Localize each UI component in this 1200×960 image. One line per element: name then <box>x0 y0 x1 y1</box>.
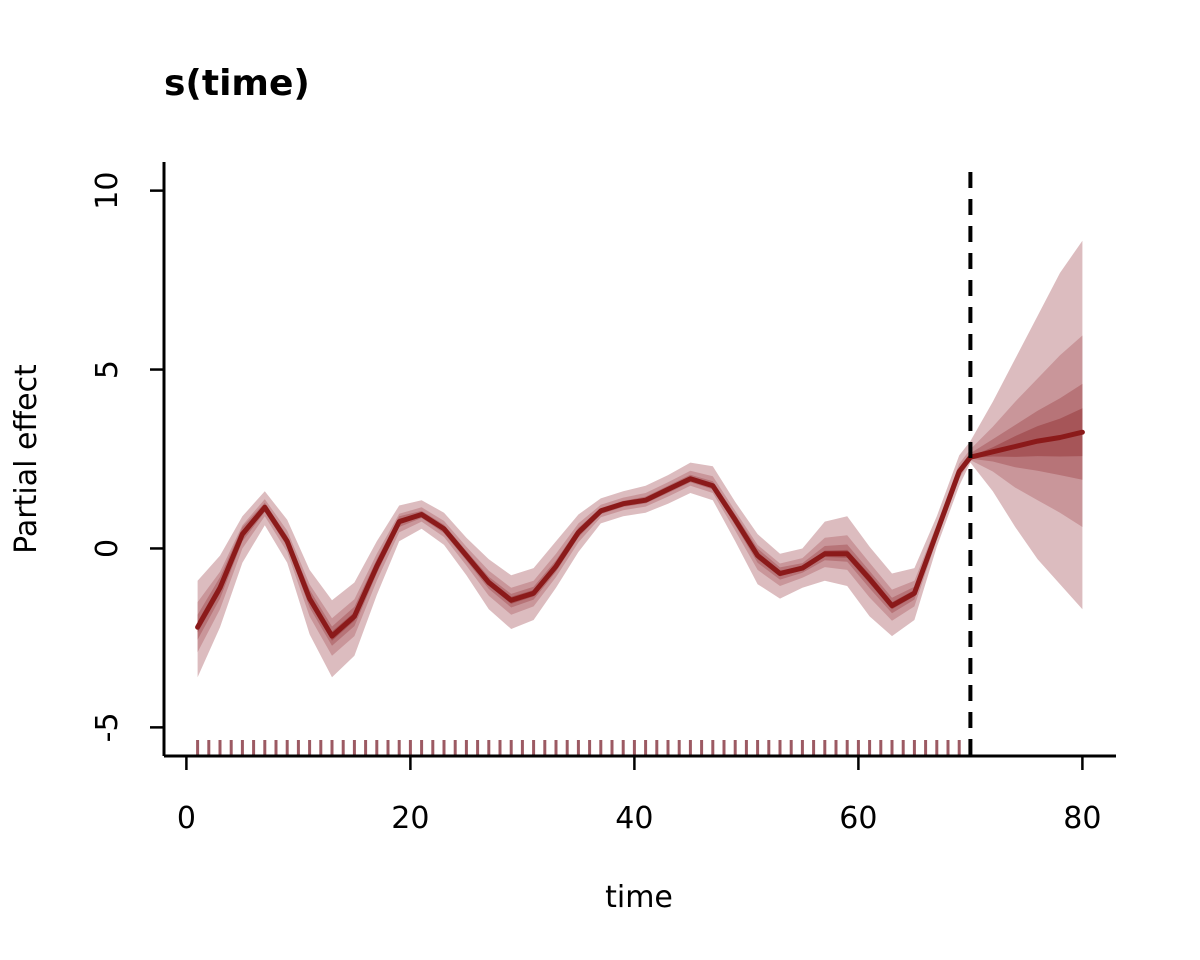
x-axis-ticks: 0 20 40 60 80 <box>177 756 1101 836</box>
y-axis-ticks: -5 0 5 10 <box>90 172 164 742</box>
trend-line <box>195 429 1085 639</box>
x-tick-label: 20 <box>391 801 429 836</box>
rug-marks <box>196 740 961 755</box>
y-tick-label: 10 <box>90 172 125 210</box>
x-tick-label: 80 <box>1063 801 1101 836</box>
y-tick-label: 0 <box>90 539 125 558</box>
confidence-band-1 <box>197 240 1083 678</box>
x-tick-label: 60 <box>839 801 877 836</box>
confidence-bands <box>197 240 1083 678</box>
x-tick-label: 40 <box>615 801 653 836</box>
y-axis-title: Partial effect <box>9 364 44 554</box>
trend-line-group <box>195 429 1085 639</box>
x-tick-label: 0 <box>177 801 196 836</box>
y-tick-label: 5 <box>90 360 125 379</box>
x-axis-title: time <box>605 880 673 915</box>
y-tick-label: -5 <box>90 712 125 742</box>
chart-title: s(time) <box>164 63 310 104</box>
